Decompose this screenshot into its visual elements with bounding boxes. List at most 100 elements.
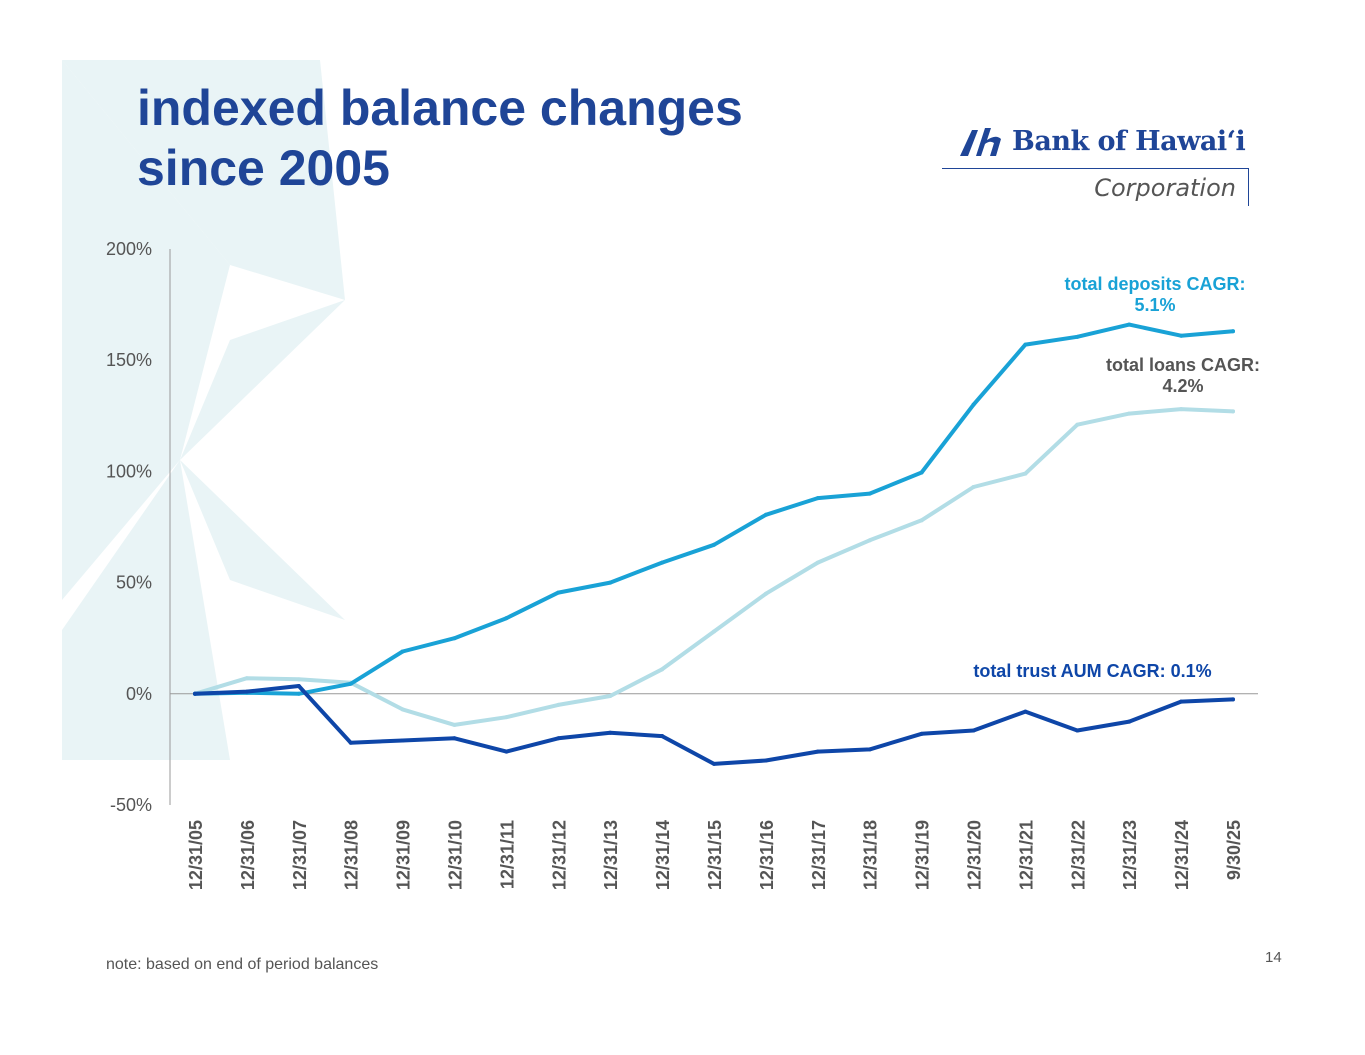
data-point-total-deposits (608, 580, 613, 585)
data-point-total-trust-aum (1179, 699, 1184, 704)
data-point-total-loans (556, 702, 561, 707)
x-tick-label: 12/31/22 (1068, 820, 1088, 890)
x-tick-label: 12/31/08 (342, 820, 362, 890)
data-point-total-deposits (296, 691, 301, 696)
page-title: indexed balance changes since 2005 (137, 78, 743, 198)
data-point-total-loans (1179, 407, 1184, 412)
data-point-total-deposits (556, 590, 561, 595)
series-line-total-trust-aum (193, 684, 1235, 766)
data-point-total-loans (660, 667, 665, 672)
data-point-total-trust-aum (763, 758, 768, 763)
series-line-total-deposits (193, 322, 1235, 696)
data-point-total-deposits (1231, 329, 1235, 334)
data-point-total-loans (452, 722, 457, 727)
data-point-total-loans (815, 560, 820, 565)
data-point-total-loans (971, 484, 976, 489)
data-point-total-deposits (971, 402, 976, 407)
data-point-total-deposits (712, 542, 716, 547)
data-point-total-loans (1127, 411, 1132, 416)
data-point-total-deposits (400, 649, 405, 654)
x-tick-label: 12/31/21 (1016, 820, 1036, 890)
footnote: note: based on end of period balances (106, 956, 379, 973)
data-point-total-trust-aum (1231, 697, 1235, 702)
logo-divider (942, 168, 1248, 169)
data-point-total-trust-aum (556, 736, 561, 741)
y-tick-label: -50% (110, 795, 152, 815)
data-point-total-trust-aum (1127, 719, 1132, 724)
data-point-total-loans (919, 518, 924, 523)
data-point-total-trust-aum (452, 736, 457, 741)
data-point-total-trust-aum (400, 738, 405, 743)
data-point-total-trust-aum (244, 689, 249, 694)
data-point-total-trust-aum (712, 761, 716, 766)
data-point-total-deposits (348, 681, 353, 686)
data-point-total-trust-aum (504, 749, 509, 754)
data-point-total-trust-aum (919, 731, 924, 736)
data-point-total-loans (296, 677, 301, 682)
data-point-total-trust-aum (348, 740, 353, 745)
loans-annotation-label: total loans CAGR: (1105, 355, 1260, 375)
x-axis: 12/31/05 12/31/06 12/31/07 12/31/08 12/31/09… (186, 820, 1244, 890)
x-tick-label: 12/31/11 (497, 820, 517, 889)
data-point-total-trust-aum (815, 749, 820, 754)
x-tick-label: 9/30/25 (1224, 820, 1244, 880)
data-point-total-loans (244, 676, 249, 681)
x-tick-label: 12/31/05 (186, 820, 206, 890)
data-point-total-deposits (1127, 322, 1132, 327)
data-point-total-trust-aum (296, 684, 301, 689)
data-point-total-loans (867, 538, 872, 543)
data-point-total-loans (1231, 409, 1235, 414)
data-point-total-trust-aum (1023, 709, 1028, 714)
data-point-total-trust-aum (1075, 728, 1080, 733)
x-tick-label: 12/31/13 (601, 820, 621, 890)
x-tick-label: 12/31/24 (1172, 820, 1192, 890)
data-point-total-deposits (504, 616, 509, 621)
logo-name: Bank of Hawaiʻi (1012, 126, 1246, 157)
data-point-total-loans (400, 707, 405, 712)
background-star-watermark (62, 60, 345, 760)
x-tick-label: 12/31/19 (913, 820, 933, 890)
data-point-total-deposits (763, 512, 768, 517)
x-tick-label: 12/31/07 (290, 820, 310, 890)
x-tick-label: 12/31/14 (653, 820, 673, 890)
data-point-total-deposits (660, 560, 665, 565)
bank-logo: Bank of Hawaiʻi Corporation (942, 120, 1252, 210)
x-tick-label: 12/31/23 (1120, 820, 1140, 890)
data-point-total-loans (763, 591, 768, 596)
data-point-total-trust-aum (608, 730, 613, 735)
data-point-total-trust-aum (971, 728, 976, 733)
data-point-total-deposits (1023, 342, 1028, 347)
data-point-total-trust-aum (193, 691, 197, 696)
y-axis: 200% 150% 100% 50% 0% -50% (106, 239, 1258, 815)
data-point-total-loans (1075, 422, 1080, 427)
x-tick-label: 12/31/15 (705, 820, 725, 890)
loans-annotation: total loans CAGR: 4.2% (1080, 355, 1286, 397)
x-tick-label: 12/31/10 (446, 820, 466, 890)
data-point-total-deposits (452, 636, 457, 641)
y-tick-label: 150% (106, 350, 152, 370)
data-point-total-loans (1023, 471, 1028, 476)
x-tick-label: 12/31/17 (809, 820, 829, 890)
page-title-line1: indexed balance changes (137, 80, 743, 136)
data-point-total-loans (712, 629, 716, 634)
chart-series (193, 322, 1235, 766)
x-tick-label: 12/31/09 (394, 820, 414, 890)
data-point-total-loans (504, 715, 509, 720)
trust-annotation: total trust AUM CAGR: 0.1% (945, 661, 1240, 682)
y-tick-label: 100% (106, 461, 152, 481)
x-tick-label: 12/31/12 (549, 820, 569, 890)
y-tick-label: 200% (106, 239, 152, 259)
y-tick-label: 50% (116, 573, 152, 593)
data-point-total-deposits (867, 491, 872, 496)
deposits-annotation: total deposits CAGR: 5.1% (1040, 274, 1270, 316)
deposits-annotation-value: 5.1% (1134, 295, 1176, 315)
y-tick-label: 0% (126, 684, 152, 704)
data-point-total-trust-aum (660, 734, 665, 739)
x-tick-label: 12/31/06 (238, 820, 258, 890)
page-title-line2: since 2005 (137, 140, 390, 196)
data-point-total-trust-aum (867, 747, 872, 752)
deposits-annotation-label: total deposits CAGR: (1064, 274, 1246, 294)
data-point-total-deposits (815, 496, 820, 501)
page-number: 14 (1265, 949, 1282, 966)
